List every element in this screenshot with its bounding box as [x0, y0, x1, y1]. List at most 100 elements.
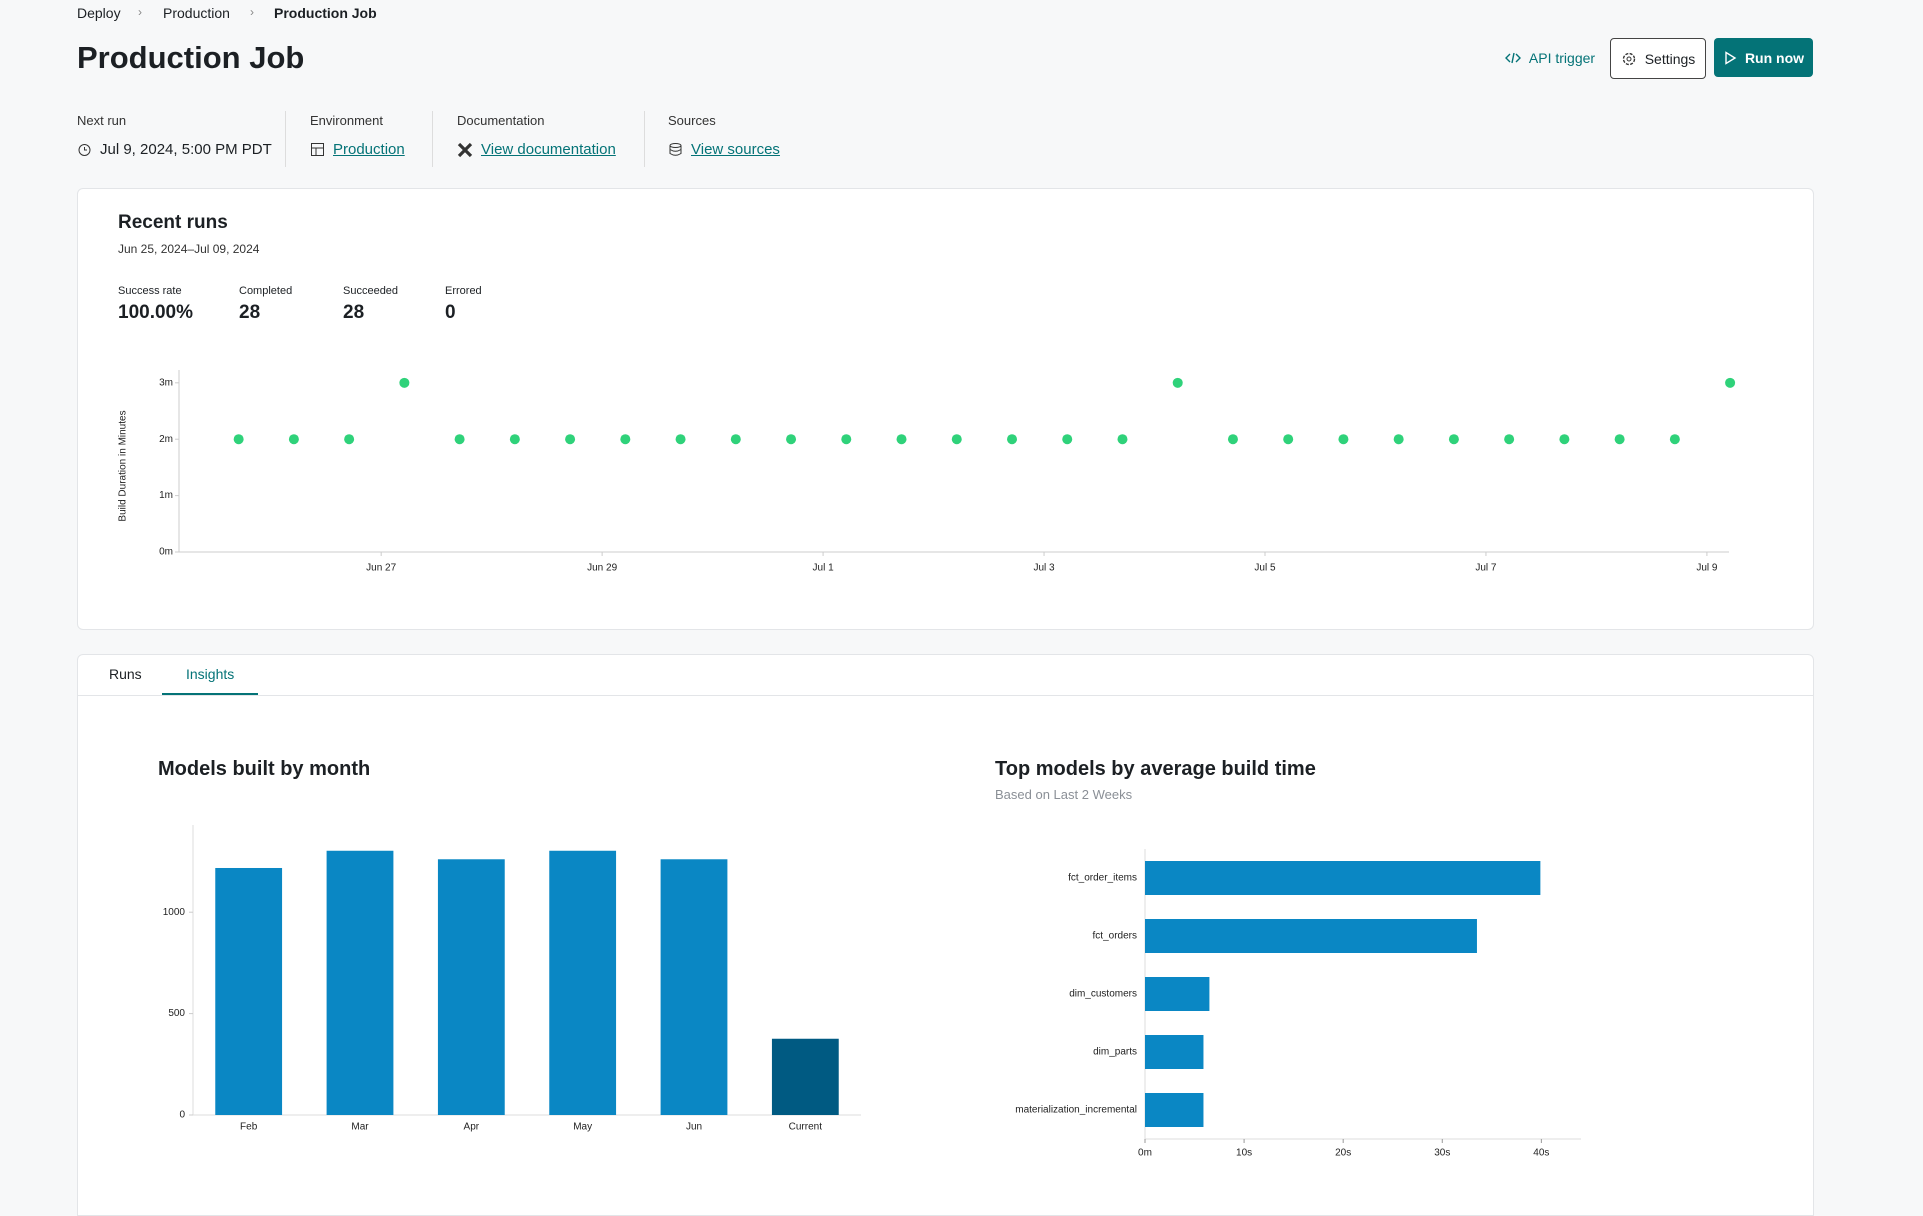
x-tick-label: Jul 3 — [1033, 563, 1055, 574]
x-tick-label: Jul 9 — [1696, 563, 1718, 574]
api-trigger-button[interactable]: API trigger — [1498, 38, 1602, 77]
y-tick-label: 3m — [159, 377, 173, 388]
run-dot — [1448, 434, 1459, 445]
sources-link[interactable]: View sources — [691, 141, 780, 158]
y-axis-label: Build Duration in Minutes — [118, 410, 129, 521]
y-tick-label: 0 — [179, 1110, 185, 1121]
bar — [1145, 861, 1541, 895]
gear-icon — [1622, 52, 1635, 65]
meta-label: Documentation — [457, 113, 545, 128]
tab-active[interactable]: Insights — [186, 666, 235, 682]
bar — [326, 850, 394, 1115]
meta-value: Jul 9, 2024, 5:00 PM PDT — [77, 141, 272, 158]
run-dot — [730, 434, 741, 445]
divider — [285, 111, 286, 167]
run-dot — [675, 434, 686, 445]
tab[interactable]: Runs — [109, 666, 142, 682]
meta-value: Production — [310, 141, 405, 158]
chart-title: Models built by month — [158, 758, 371, 780]
x-tick-label: Jul 5 — [1254, 563, 1276, 574]
divider — [644, 111, 645, 167]
chart-title: Top models by average build time — [995, 758, 1316, 780]
run-dot — [951, 434, 962, 445]
run-dot — [509, 434, 520, 445]
play-icon — [1725, 50, 1737, 65]
run-now-button[interactable]: Run now — [1714, 38, 1813, 77]
stat-value: 28 — [239, 302, 261, 323]
x-tick-label: 20s — [1335, 1148, 1351, 1159]
meta-label: Next run — [77, 113, 127, 128]
x-tick-label: 10s — [1236, 1148, 1252, 1159]
run-dot — [1007, 434, 1018, 445]
run-dot — [288, 434, 299, 445]
y-tick-label: 500 — [168, 1008, 185, 1019]
bar — [549, 850, 617, 1115]
page-title: Production Job — [77, 40, 305, 75]
stat-value: 100.00% — [118, 302, 194, 323]
run-dot — [344, 434, 355, 445]
button-label: Settings — [1644, 50, 1696, 67]
button-label: API trigger — [1528, 49, 1596, 66]
breadcrumb-sep: › — [250, 5, 254, 19]
meta-text: Jul 9, 2024, 5:00 PM PDT — [100, 141, 272, 158]
run-dot — [1504, 434, 1515, 445]
tab-underline — [162, 693, 258, 695]
divider — [432, 111, 433, 167]
docs-icon — [457, 142, 473, 157]
date-range: Jun 25, 2024–Jul 09, 2024 — [118, 242, 260, 256]
run-dot — [1614, 434, 1625, 445]
stat-label: Succeeded — [343, 285, 399, 297]
code-icon — [1504, 52, 1521, 63]
x-tick-label: Jun 27 — [366, 563, 396, 574]
x-tick-label: Jun 29 — [587, 563, 617, 574]
run-dot — [786, 434, 797, 445]
y-tick-label: dim_customers — [1069, 989, 1137, 1000]
meta-label: Sources — [668, 113, 716, 128]
stat-value: 28 — [343, 302, 365, 323]
settings-button[interactable]: Settings — [1610, 38, 1706, 79]
breadcrumb-link[interactable]: Deploy — [77, 5, 121, 21]
run-dot — [896, 434, 907, 445]
breadcrumb-link[interactable]: Production — [163, 5, 230, 21]
y-tick-label: fct_order_items — [1068, 873, 1137, 884]
run-dot — [1338, 434, 1349, 445]
tab-border — [78, 695, 1813, 696]
bar — [437, 859, 505, 1115]
stat-value: 0 — [445, 302, 456, 323]
run-dot — [1393, 434, 1404, 445]
clock-icon — [78, 144, 91, 156]
x-tick-label: Apr — [464, 1122, 480, 1133]
y-tick-label: 2m — [159, 434, 173, 445]
y-tick-label: fct_orders — [1093, 931, 1137, 942]
run-dot — [1725, 377, 1736, 388]
env-icon — [311, 143, 324, 156]
stat-label: Completed — [239, 285, 293, 297]
run-dot — [565, 434, 576, 445]
meta-value: View documentation — [457, 141, 616, 158]
run-dot — [454, 434, 465, 445]
run-dot — [1669, 434, 1680, 445]
run-dot — [1559, 434, 1570, 445]
meta-label: Environment — [310, 113, 383, 128]
meta-value: View sources — [668, 141, 780, 158]
stat-label: Errored — [445, 285, 482, 297]
environment-link[interactable]: Production — [333, 141, 405, 158]
bar — [1145, 1035, 1204, 1069]
y-tick-label: dim_parts — [1093, 1047, 1137, 1058]
run-dot — [399, 377, 410, 388]
database-icon — [669, 143, 682, 156]
breadcrumb-current: Production Job — [274, 5, 377, 21]
x-tick-label: Jul 1 — [813, 563, 835, 574]
x-tick-label: Mar — [351, 1122, 369, 1133]
button-label: Run now — [1744, 49, 1805, 66]
documentation-link[interactable]: View documentation — [481, 141, 616, 158]
run-dot — [841, 434, 852, 445]
breadcrumb-sep: › — [138, 5, 142, 19]
run-dot — [1227, 434, 1238, 445]
x-tick-label: May — [573, 1122, 592, 1133]
y-tick-label: materialization_incremental — [1015, 1105, 1137, 1116]
